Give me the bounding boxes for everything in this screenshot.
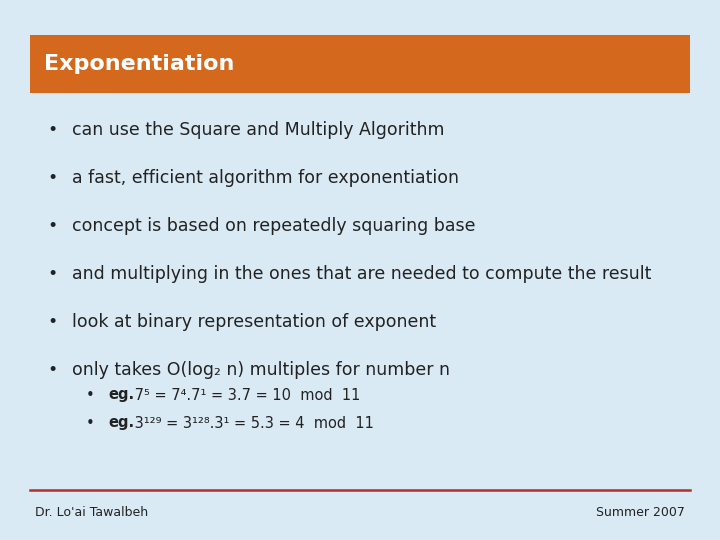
- Text: •: •: [86, 388, 94, 402]
- Text: eg.: eg.: [108, 415, 134, 430]
- Text: look at binary representation of exponent: look at binary representation of exponen…: [72, 313, 436, 331]
- Text: and multiplying in the ones that are needed to compute the result: and multiplying in the ones that are nee…: [72, 265, 652, 283]
- Text: •: •: [47, 265, 57, 283]
- Text: •: •: [47, 361, 57, 379]
- Text: concept is based on repeatedly squaring base: concept is based on repeatedly squaring …: [72, 217, 475, 235]
- Text: Summer 2007: Summer 2007: [596, 505, 685, 518]
- Text: 3¹²⁹ = 3¹²⁸.3¹ = 5.3 = 4  mod  11: 3¹²⁹ = 3¹²⁸.3¹ = 5.3 = 4 mod 11: [130, 415, 374, 430]
- Text: •: •: [47, 217, 57, 235]
- Text: Exponentiation: Exponentiation: [44, 54, 235, 74]
- Text: Dr. Lo'ai Tawalbeh: Dr. Lo'ai Tawalbeh: [35, 505, 148, 518]
- Text: •: •: [86, 415, 94, 430]
- Text: •: •: [47, 313, 57, 331]
- Text: 7⁵ = 7⁴.7¹ = 3.7 = 10  mod  11: 7⁵ = 7⁴.7¹ = 3.7 = 10 mod 11: [130, 388, 361, 402]
- Text: •: •: [47, 121, 57, 139]
- Text: can use the Square and Multiply Algorithm: can use the Square and Multiply Algorith…: [72, 121, 444, 139]
- Text: •: •: [47, 169, 57, 187]
- Bar: [30, 35, 690, 93]
- Text: a fast, efficient algorithm for exponentiation: a fast, efficient algorithm for exponent…: [72, 169, 459, 187]
- Text: only takes O(log₂ n) multiples for number n: only takes O(log₂ n) multiples for numbe…: [72, 361, 450, 379]
- Text: eg.: eg.: [108, 388, 134, 402]
